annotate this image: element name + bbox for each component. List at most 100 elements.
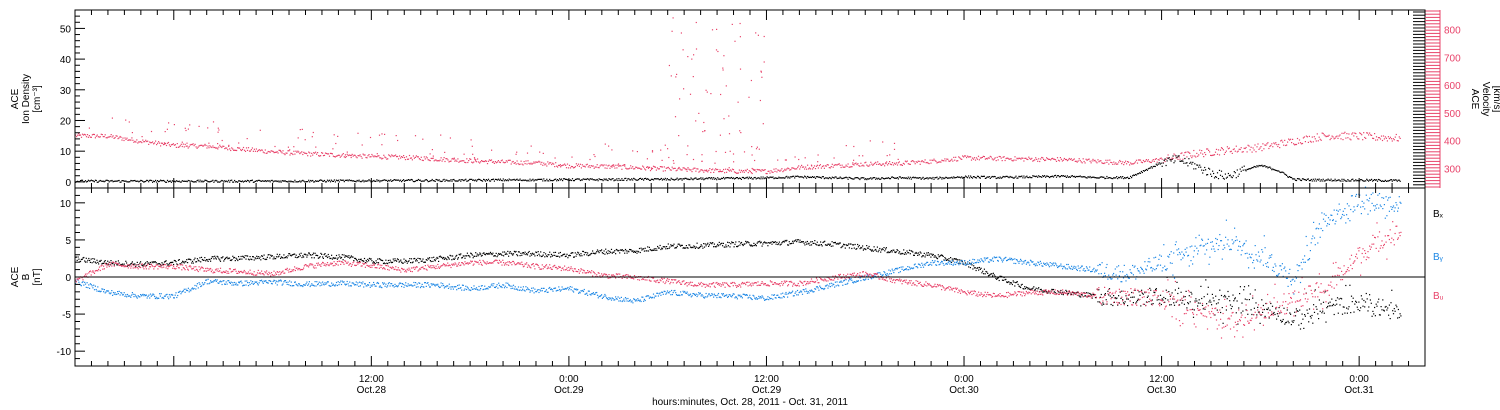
- density-point: [1088, 176, 1090, 179]
- density-point: [546, 178, 548, 180]
- velocity-point: [599, 165, 601, 167]
- velocity-point: [485, 160, 488, 162]
- velocity-point: [377, 155, 379, 157]
- b-point: [113, 293, 115, 295]
- velocity-point: [630, 165, 632, 167]
- b-point: [507, 250, 509, 252]
- velocity-point: [979, 157, 981, 159]
- velocity-point: [324, 152, 327, 154]
- b-point: [940, 254, 942, 256]
- velocity-point: [833, 157, 835, 159]
- velocity-point: [177, 146, 179, 148]
- velocity-point: [133, 141, 135, 143]
- density-point: [1322, 178, 1324, 180]
- velocity-point: [1296, 137, 1299, 140]
- density-point: [1193, 168, 1195, 170]
- velocity-point: [739, 130, 741, 132]
- velocity-point: [579, 163, 581, 165]
- velocity-point: [793, 167, 795, 169]
- b-point: [377, 262, 380, 264]
- velocity-point: [204, 143, 206, 145]
- density-point: [973, 176, 976, 178]
- b-point: [173, 297, 175, 299]
- density-point: [688, 178, 690, 181]
- density-point: [336, 180, 338, 182]
- density-point: [823, 178, 825, 180]
- y-tick-label: 50: [60, 24, 72, 35]
- density-point: [1042, 175, 1044, 177]
- velocity-point: [601, 164, 603, 166]
- b-point: [820, 241, 822, 243]
- density-point: [576, 178, 578, 180]
- b-point: [660, 248, 662, 251]
- b-point: [611, 252, 613, 254]
- b-point: [1391, 289, 1393, 291]
- b-point: [988, 274, 990, 276]
- velocity-point: [565, 167, 568, 169]
- velocity-point: [670, 169, 672, 171]
- density-point: [804, 175, 806, 177]
- velocity-point: [762, 123, 764, 125]
- velocity-point: [602, 165, 604, 167]
- b-point: [1251, 313, 1253, 316]
- velocity-point: [739, 171, 741, 173]
- b-point: [166, 263, 168, 265]
- velocity-point: [765, 172, 767, 175]
- velocity-point: [440, 134, 442, 136]
- density-point: [755, 178, 757, 180]
- b-point: [739, 244, 741, 246]
- b-point: [626, 252, 628, 254]
- b-point: [710, 242, 712, 244]
- b-point: [1060, 289, 1062, 292]
- velocity-point: [728, 167, 730, 169]
- density-point: [437, 180, 439, 182]
- velocity-point: [929, 159, 931, 161]
- density-point: [1000, 177, 1002, 179]
- b-point: [1364, 306, 1366, 308]
- b-point: [187, 258, 189, 260]
- b-point: [556, 255, 558, 257]
- density-point: [1325, 179, 1327, 181]
- density-point: [1261, 164, 1263, 166]
- density-point: [696, 178, 698, 180]
- velocity-point: [905, 161, 907, 163]
- b-point: [596, 251, 598, 253]
- velocity-point: [452, 157, 454, 160]
- b-point: [357, 261, 359, 263]
- velocity-point: [1099, 160, 1101, 162]
- velocity-point: [1140, 161, 1142, 163]
- b-point: [925, 254, 927, 256]
- b-point: [275, 282, 277, 284]
- b-point: [609, 250, 611, 252]
- b-point: [167, 296, 169, 298]
- b-point: [1178, 304, 1181, 306]
- density-point: [602, 180, 604, 182]
- velocity-point: [341, 154, 343, 156]
- velocity-point: [380, 157, 382, 159]
- velocity-point: [374, 155, 376, 157]
- density-point: [1341, 178, 1343, 180]
- b-point: [826, 244, 828, 246]
- density-point: [209, 181, 211, 183]
- b-point: [932, 253, 934, 256]
- velocity-point: [1164, 160, 1166, 163]
- velocity-point: [681, 169, 683, 171]
- b-point: [219, 281, 221, 283]
- density-point: [709, 177, 711, 179]
- velocity-point: [310, 155, 312, 157]
- density-point: [136, 180, 138, 182]
- velocity-point: [900, 164, 902, 166]
- density-point: [1299, 179, 1302, 181]
- velocity-point: [919, 163, 921, 165]
- velocity-point: [99, 136, 101, 138]
- velocity-point: [570, 165, 573, 168]
- b-point: [272, 258, 274, 260]
- velocity-point: [292, 153, 294, 156]
- velocity-point: [672, 168, 674, 170]
- b-point: [1062, 294, 1064, 296]
- b-point: [573, 256, 575, 258]
- density-point: [926, 177, 928, 179]
- b-point: [340, 256, 343, 259]
- b-point: [497, 254, 499, 256]
